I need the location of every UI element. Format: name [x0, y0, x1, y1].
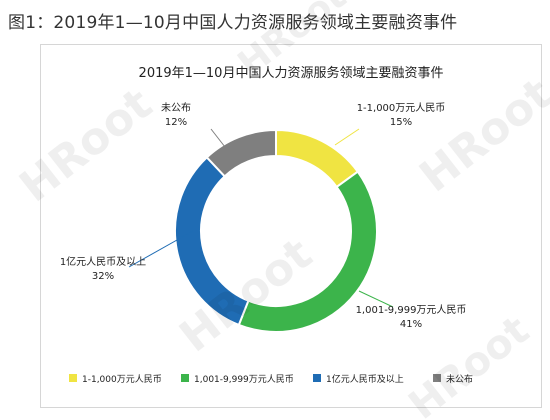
slice-value-label: 41% — [400, 319, 422, 330]
legend-swatch — [433, 374, 441, 382]
legend: 1-1,000万元人民币 1,001-9,999万元人民币 1亿元人民币及以上 未公布 — [69, 373, 473, 385]
leader-line-4 — [210, 128, 226, 148]
slices-group — [174, 128, 378, 333]
slice-label: 1-1,000万元人民币 — [357, 102, 446, 114]
legend-label: 1-1,000万元人民币 — [82, 374, 162, 385]
figure-caption: 图1：2019年1—10月中国人力资源服务领域主要融资事件 — [8, 13, 458, 33]
legend-label: 1,001-9,999万元人民币 — [194, 374, 294, 385]
slice-value-label: 32% — [92, 271, 114, 282]
slice-label: 1亿元人民币及以上 — [60, 255, 146, 268]
slice-label: 未公布 — [161, 102, 191, 114]
legend-label: 1亿元人民币及以上 — [326, 373, 404, 385]
donut-chart: 2019年1—10月中国人力资源服务领域主要融资事件 1-1,000万元人民币1… — [60, 65, 473, 385]
legend-label: 未公布 — [446, 373, 473, 385]
chart-panel: 2019年1—10月中国人力资源服务领域主要融资事件 1-1,000万元人民币 1… — [40, 44, 542, 408]
slice-value-label: 12% — [165, 117, 187, 128]
slice-4 — [205, 128, 277, 178]
slice-3 — [174, 155, 250, 327]
leader-lines — [128, 128, 394, 308]
slice-2 — [237, 170, 378, 333]
slice-labels: 1-1,000万元人民币 15% 1,001-9,999万元人民币 41% 1亿元人民币… — [60, 102, 467, 330]
slice-label: 1,001-9,999万元人民币 — [356, 304, 467, 316]
leader-line-1 — [334, 128, 360, 146]
slice-value-label: 15% — [390, 117, 412, 128]
legend-swatch — [313, 374, 321, 382]
legend-swatch — [181, 374, 189, 382]
leader-line-3 — [128, 230, 194, 268]
leader-line-2 — [358, 290, 394, 308]
chart-title: 2019年1—10月中国人力资源服务领域主要融资事件 — [139, 65, 444, 81]
legend-swatch — [69, 374, 77, 382]
